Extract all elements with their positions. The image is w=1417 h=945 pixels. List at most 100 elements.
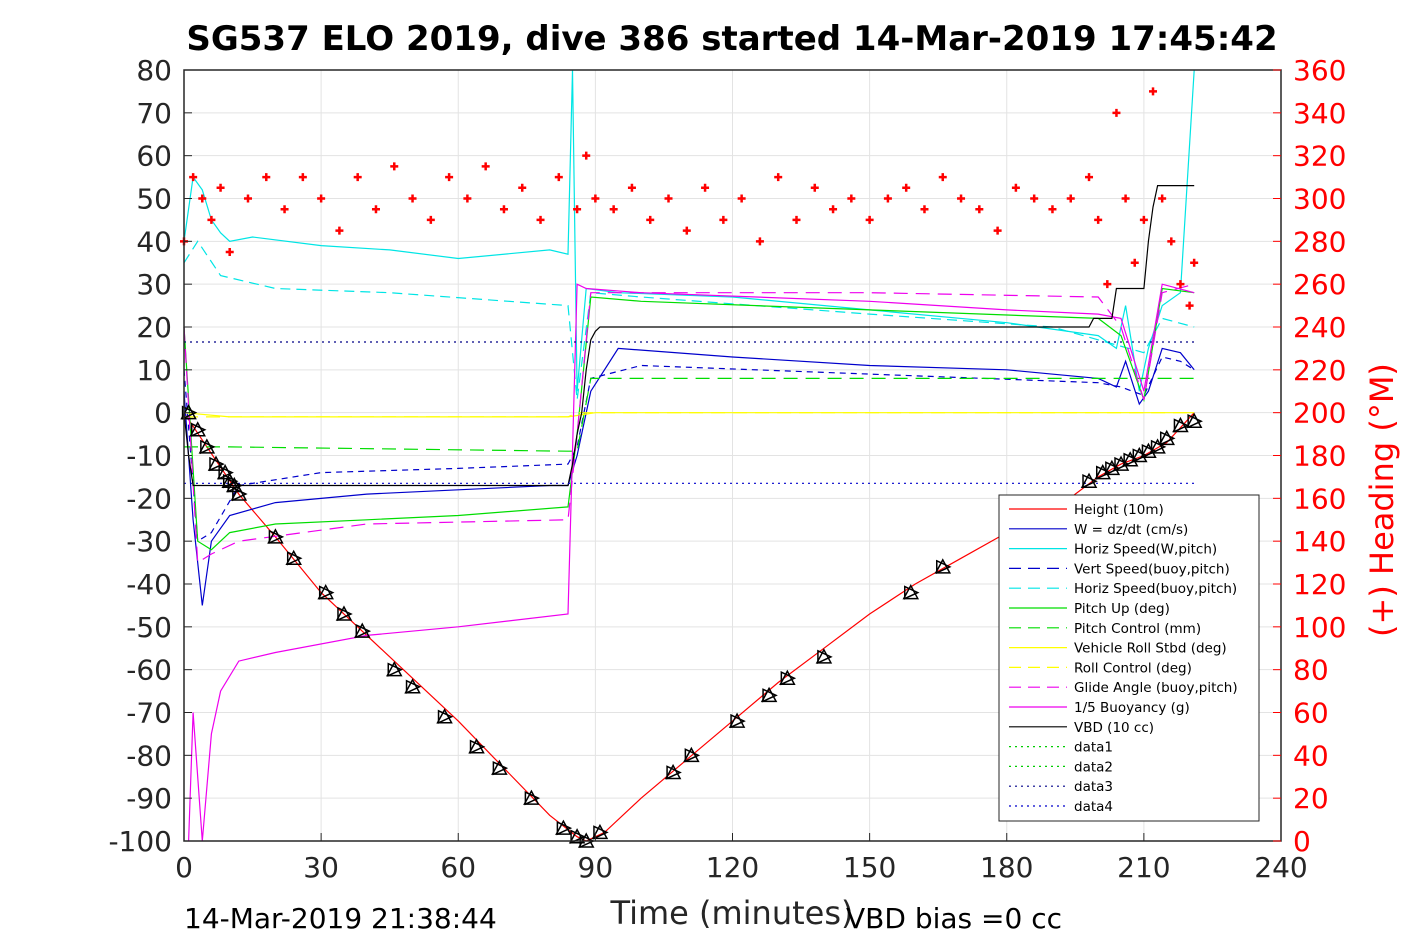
heading-point [1048, 205, 1057, 214]
heading-point [1103, 280, 1112, 289]
heading-point [664, 194, 673, 203]
triangle-marker [468, 738, 485, 754]
heading-point [499, 205, 508, 214]
triangle-marker [216, 464, 234, 480]
triangle-marker-right [469, 739, 486, 754]
y-right-tick-label: 60 [1293, 697, 1329, 730]
heading-point [445, 173, 454, 182]
heading-point [243, 194, 252, 203]
legend-label: Vert Speed(buoy,pitch) [1074, 561, 1230, 577]
triangle-marker [815, 648, 833, 664]
triangle-marker-right [936, 559, 952, 575]
x-tick-label: 60 [440, 851, 476, 884]
triangle-marker-right [181, 405, 198, 420]
legend-label: Horiz Speed(buoy,pitch) [1074, 581, 1237, 597]
legend-box [998, 494, 1260, 822]
triangle-marker [267, 528, 284, 544]
heading-point [1066, 194, 1075, 203]
heading-point [902, 183, 911, 192]
heading-point [1149, 87, 1158, 96]
x-tick-label: 150 [843, 851, 896, 884]
x-axis-label: Time (minutes) [610, 894, 854, 932]
footer-date: 14-Mar-2019 21:38:44 [184, 902, 497, 935]
triangle-marker [354, 622, 371, 638]
right-axis-label: (+) Heading (°M) [1363, 363, 1401, 637]
triangle-marker-right [1095, 465, 1112, 480]
heading-point [829, 205, 838, 214]
legend-label: Glide Angle (buoy,pitch) [1074, 680, 1238, 696]
triangle-marker-right [666, 765, 682, 780]
triangle-marker-right [200, 439, 216, 455]
heading-point [207, 215, 216, 224]
heading-point [408, 194, 417, 203]
triangle-marker [404, 678, 421, 694]
y-tick-label: 20 [136, 311, 172, 344]
y-right-tick-label: 160 [1293, 482, 1346, 515]
triangle-marker-right [1123, 452, 1139, 467]
heading-point [1190, 258, 1199, 267]
triangle-marker [591, 823, 609, 840]
triangle-marker-right [1141, 444, 1158, 459]
y-tick-label: -40 [126, 568, 172, 601]
heading-point [536, 215, 545, 224]
triangle-marker [285, 549, 302, 566]
heading-point [280, 205, 289, 214]
heading-point [1185, 301, 1194, 310]
heading-point [609, 205, 618, 214]
triangle-marker-right [405, 679, 422, 694]
heading-point [755, 237, 764, 246]
x-tick-label: 180 [980, 851, 1033, 884]
y-right-tick-label: 20 [1293, 782, 1329, 815]
triangle-marker-right [1150, 439, 1167, 455]
triangle-marker [1158, 429, 1175, 446]
y-tick-label: -30 [126, 525, 172, 558]
y-tick-label: 30 [136, 268, 172, 301]
triangle-marker-right [1132, 448, 1149, 463]
triangle-marker-right [232, 486, 248, 502]
heading-point [865, 215, 874, 224]
legend-label: 1/5 Buoyancy (g) [1074, 700, 1190, 716]
triangle-marker-right [437, 709, 454, 724]
heading-point [216, 183, 225, 192]
series-group [183, 69, 1195, 842]
y-tick-label: 40 [136, 225, 172, 258]
heading-point [353, 173, 362, 182]
heading-point [627, 183, 636, 192]
triangle-marker-right [1187, 414, 1203, 429]
y-right-tick-label: 320 [1293, 140, 1346, 173]
series-line-4 [183, 240, 1195, 400]
triangle-marker-right [1159, 431, 1176, 446]
heading-point [1094, 215, 1103, 224]
legend-label: Horiz Speed(W,pitch) [1074, 542, 1217, 558]
triangle-marker-right [593, 825, 609, 840]
triangle-marker-right [556, 820, 573, 836]
triangle-marker [523, 789, 540, 805]
heading-point [1158, 194, 1167, 203]
triangle-marker-right [904, 585, 920, 600]
heading-point [1011, 183, 1020, 192]
y-right-tick-label: 100 [1293, 611, 1346, 644]
y-tick-label: 10 [136, 354, 172, 387]
triangle-marker [226, 476, 243, 493]
triangle-marker-right [286, 551, 303, 566]
heading-point [1139, 215, 1148, 224]
heading-point [1167, 237, 1176, 246]
heading-point [262, 173, 271, 182]
legend-label: Vehicle Roll Stbd (deg) [1074, 641, 1227, 657]
legend-label: Height (10m) [1074, 502, 1164, 518]
heading-point [810, 183, 819, 192]
triangle-marker [902, 583, 920, 600]
y-tick-label: -10 [126, 440, 172, 473]
y-tick-label: 0 [154, 397, 172, 430]
triangle-marker-right [1105, 461, 1121, 476]
y-right-tick-label: 300 [1293, 183, 1346, 216]
y-right-tick-label: 240 [1293, 311, 1346, 344]
triangle-marker-right [1173, 418, 1190, 433]
triangle-marker [683, 746, 700, 763]
y-tick-label: -90 [126, 782, 172, 815]
series-line-10 [188, 283, 1195, 842]
series-line-1 [183, 347, 1195, 606]
y-right-tick-label: 0 [1293, 825, 1311, 858]
triangle-marker-right [337, 606, 353, 622]
